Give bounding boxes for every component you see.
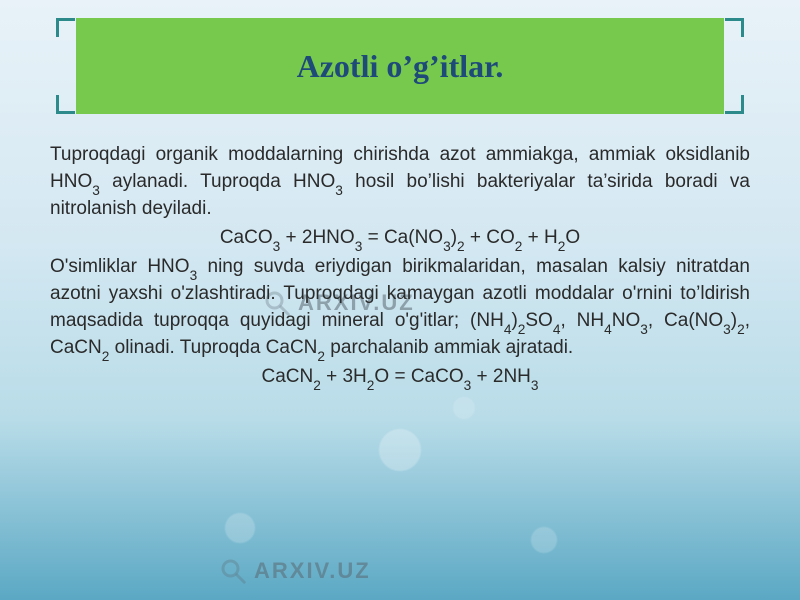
body-paragraph: O'simliklar HNO3 ning suvda eriydigan bi…: [50, 254, 750, 362]
chemical-equation: CaCO3 + 2HNO3 = Ca(NO3)2 + CO2 + H2O: [50, 225, 750, 252]
bracket-right-icon: [726, 18, 744, 114]
chemical-equation: CaCN2 + 3H2O = CaCO3 + 2NH3: [50, 364, 750, 391]
body-paragraph: Tuproqdagi organik moddalarning chirishd…: [50, 142, 750, 223]
page-title: Azotli o’g’itlar.: [297, 48, 504, 85]
body-text: Tuproqdagi organik moddalarning chirishd…: [44, 140, 756, 586]
bracket-left-icon: [56, 18, 74, 114]
title-banner: Azotli o’g’itlar.: [56, 18, 744, 114]
title-plate: Azotli o’g’itlar.: [76, 18, 724, 114]
